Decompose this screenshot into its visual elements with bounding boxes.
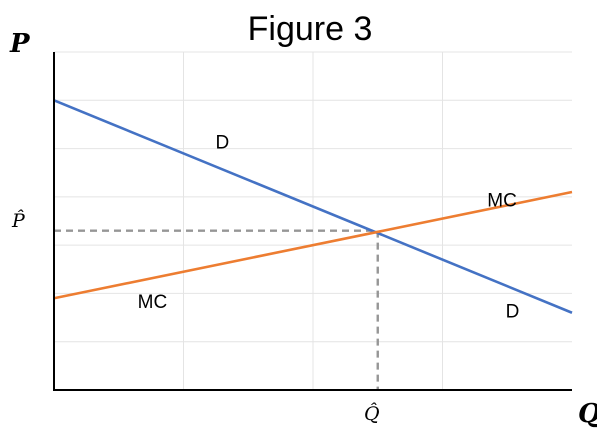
series-line-mc (53, 190, 573, 300)
curve-label-d: D (506, 302, 520, 323)
equilibrium-quantity-label: Q̂ (364, 403, 380, 425)
curve-label-mc: MC (138, 292, 168, 313)
equilibrium-price-label: P̂ (11, 210, 26, 232)
curve-label-d: D (215, 133, 229, 154)
y-axis-title: P (9, 29, 31, 59)
gridlines (54, 51, 572, 390)
axes (53, 52, 572, 391)
x-axis-title: Q (578, 399, 597, 429)
series-line-d (53, 99, 573, 314)
curve-labels: D D MC MC (138, 133, 520, 323)
curve-label-mc: MC (487, 191, 517, 212)
series-lines (53, 99, 573, 314)
equilibrium-guides (54, 229, 379, 390)
chart-title: Figure 3 (248, 10, 373, 48)
